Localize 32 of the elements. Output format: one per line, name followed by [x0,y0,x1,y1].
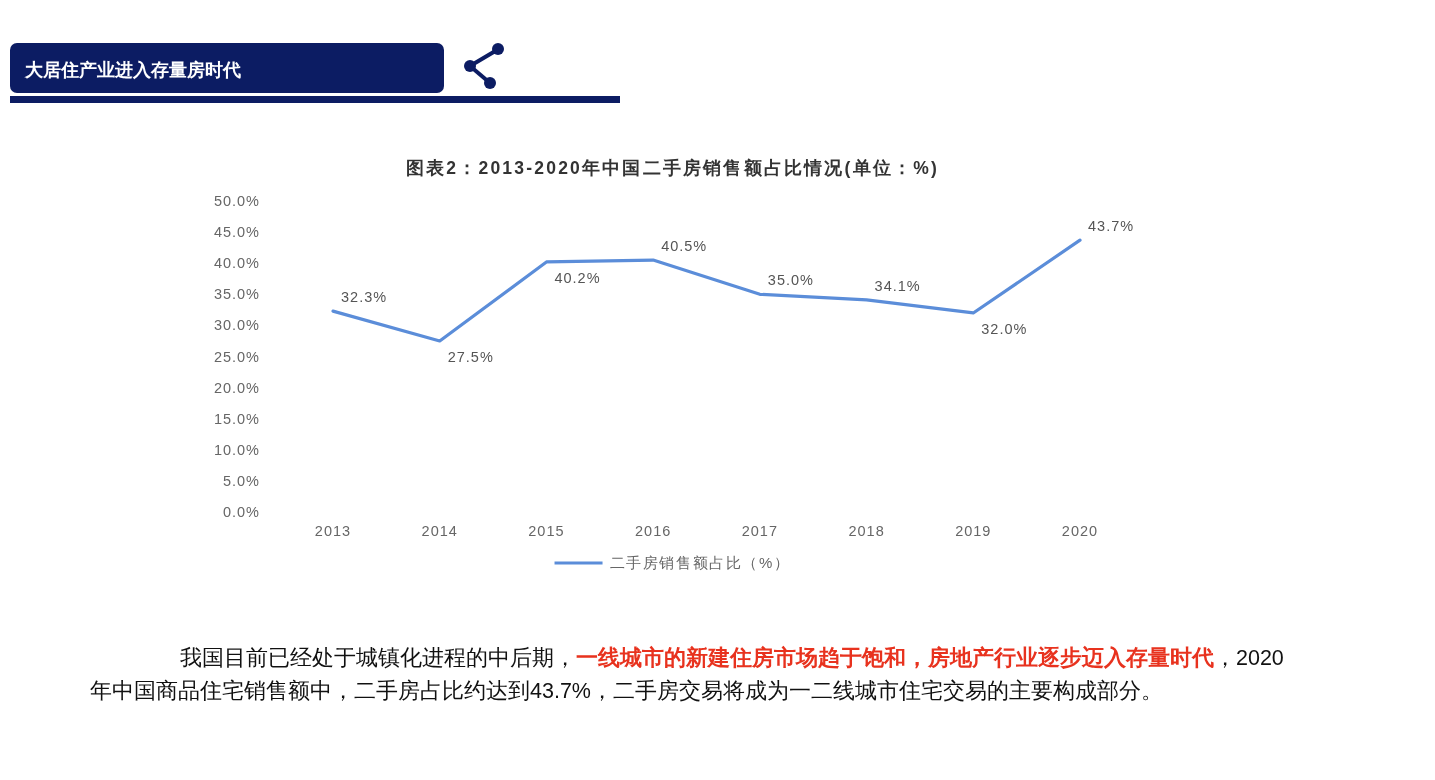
y-tick-label: 35.0% [213,286,260,303]
x-tick-label: 2013 [314,523,352,539]
x-tick-label: 2016 [635,523,672,539]
x-tick-label: 2014 [421,523,458,539]
text: 我国目前已经处于城镇化进程的中后期，一线城市的新建住房市场趋于饱和，房地产行业逐步迈入存量时代，2020年中国商品住宅销售额中，二手房占比约达到43.7%，二手房交易将成为一二线城市住宅交易的主要构成部分。 [90,646,1284,703]
y-tick-label: 25.0% [213,348,260,365]
data-label: 34.1% [874,277,921,294]
data-label: 32.0% [981,320,1028,337]
y-tick-label: 45.0% [213,224,260,241]
y-tick-label: 40.0% [213,255,260,272]
x-tick-label: 2017 [741,523,778,539]
data-label: 35.0% [767,272,814,289]
data-label: 43.7% [1088,218,1135,235]
y-tick-label: 0.0% [222,504,260,520]
text: 大居住产业进入存量房时代 [25,60,241,80]
y-tick-label: 10.0% [213,441,260,458]
x-tick-label: 2015 [528,523,565,539]
x-tick-label: 2018 [848,523,885,539]
chart-title: 图表2：2013-2020年中国二手房销售额占比情况(单位：%) [405,158,940,178]
x-tick-label: 2020 [1061,523,1099,539]
y-tick-label: 30.0% [213,317,260,334]
y-tick-label: 50.0% [213,193,260,209]
data-label: 40.5% [661,238,708,255]
data-label: 32.3% [341,289,388,306]
y-tick-label: 20.0% [213,379,260,396]
x-tick-label: 2019 [955,523,992,539]
line-series [331,238,1082,343]
legend-label: 二手房销售额占比（%） [609,554,791,571]
data-label: 27.5% [447,348,494,365]
data-label: 40.2% [554,269,601,286]
y-tick-label: 5.0% [222,472,260,489]
y-tick-label: 15.0% [213,410,260,427]
